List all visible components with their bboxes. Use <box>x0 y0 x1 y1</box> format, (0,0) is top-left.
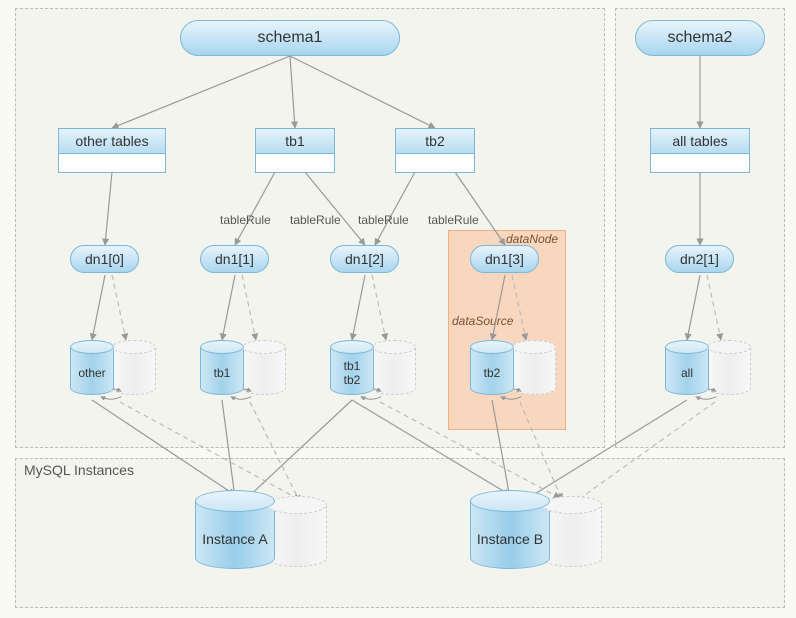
table-node-tb2: tb2 <box>395 128 475 173</box>
label-datasource: dataSource <box>452 314 513 328</box>
table-node-all-tables: all tables <box>650 128 750 173</box>
rule-label: tableRule <box>290 213 341 227</box>
table-body <box>59 154 165 172</box>
schema-node-schema2: schema2 <box>635 20 765 56</box>
rule-label: tableRule <box>358 213 409 227</box>
ds-label: other <box>70 347 114 395</box>
rule-label: tableRule <box>428 213 479 227</box>
dn-node-dn1-2: dn1[2] <box>330 245 399 273</box>
dn-node-dn2-1: dn2[1] <box>665 245 734 273</box>
table-header: all tables <box>651 129 749 154</box>
table-header: tb2 <box>396 129 474 154</box>
rule-label: tableRule <box>220 213 271 227</box>
schema-label: schema2 <box>668 29 733 46</box>
instance-cylinder-instB: Instance B <box>470 490 550 569</box>
table-header: other tables <box>59 129 165 154</box>
dn-node-dn1-3: dn1[3] <box>470 245 539 273</box>
ds-ghost <box>512 340 556 395</box>
schema-label: schema1 <box>258 29 323 46</box>
ds-label: all <box>665 347 709 395</box>
ds-label: tb1tb2 <box>330 347 374 395</box>
table-body <box>396 154 474 172</box>
ds-ghost <box>372 340 416 395</box>
panel-mysql <box>15 458 785 608</box>
ds-cylinder-ds-all: all <box>665 340 709 395</box>
table-body <box>651 154 749 172</box>
schema-node-schema1: schema1 <box>180 20 400 56</box>
label-datanode: dataNode <box>506 232 558 246</box>
dn-label: dn1[0] <box>85 251 124 267</box>
dn-label: dn1[3] <box>485 251 524 267</box>
ds-label: tb1 <box>200 347 244 395</box>
dn-label: dn1[1] <box>215 251 254 267</box>
ds-cylinder-ds-tb12: tb1tb2 <box>330 340 374 395</box>
dn-node-dn1-0: dn1[0] <box>70 245 139 273</box>
ds-label: tb2 <box>470 347 514 395</box>
instance-cylinder-instA: Instance A <box>195 490 275 569</box>
table-header: tb1 <box>256 129 334 154</box>
table-node-tb1: tb1 <box>255 128 335 173</box>
table-body <box>256 154 334 172</box>
table-node-other-tables: other tables <box>58 128 166 173</box>
ds-ghost <box>112 340 156 395</box>
ds-cylinder-ds-tb1: tb1 <box>200 340 244 395</box>
dn-label: dn2[1] <box>680 251 719 267</box>
dn-label: dn1[2] <box>345 251 384 267</box>
instance-ghost <box>267 496 327 567</box>
ds-ghost <box>707 340 751 395</box>
dn-node-dn1-1: dn1[1] <box>200 245 269 273</box>
section-mysql-label: MySQL Instances <box>24 462 134 478</box>
ds-cylinder-ds-tb2: tb2 <box>470 340 514 395</box>
ds-cylinder-ds-other: other <box>70 340 114 395</box>
instance-ghost <box>542 496 602 567</box>
ds-ghost <box>242 340 286 395</box>
